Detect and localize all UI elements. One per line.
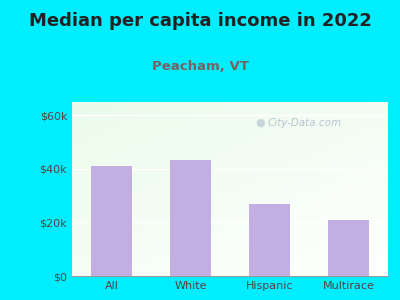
Bar bbox=[91, 166, 132, 276]
Text: ●: ● bbox=[255, 118, 265, 128]
Bar bbox=[170, 160, 211, 276]
Text: Peacham, VT: Peacham, VT bbox=[152, 60, 248, 73]
Text: City-Data.com: City-Data.com bbox=[268, 118, 342, 128]
Text: Median per capita income in 2022: Median per capita income in 2022 bbox=[28, 12, 372, 30]
Bar bbox=[328, 220, 369, 276]
Bar bbox=[249, 204, 290, 276]
